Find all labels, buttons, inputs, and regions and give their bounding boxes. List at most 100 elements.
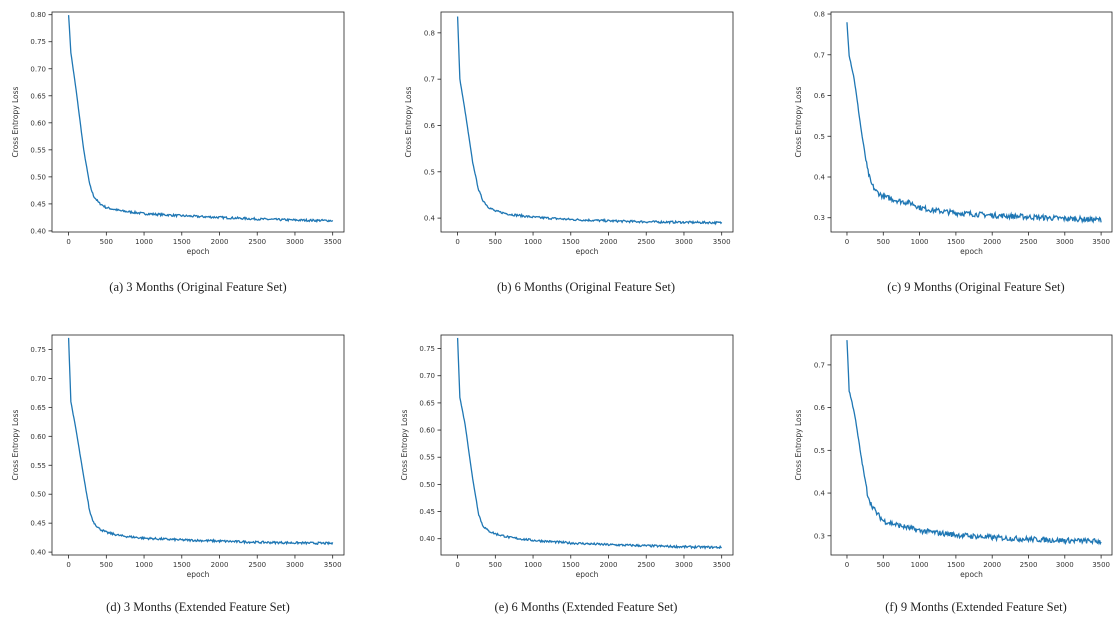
x-tick-label: 500 [489, 561, 502, 569]
x-tick-label: 1000 [911, 238, 929, 246]
x-tick-label: 3000 [675, 238, 693, 246]
x-axis-label: epoch [960, 570, 983, 579]
chart-panel-b: 0 500 1000 1500 2000 2500 3000 3500 0.4 0.5 0.6 0.7… [404, 11, 734, 294]
x-tick-label: 2000 [211, 238, 229, 246]
y-tick-label: 0.75 [30, 346, 46, 354]
y-tick-label: 0.3 [814, 214, 825, 222]
y-tick-label: 0.70 [30, 65, 46, 73]
subfigure-caption: (b) 6 Months (Original Feature Set) [497, 280, 675, 294]
y-tick-label: 0.8 [424, 29, 435, 37]
x-tick-label: 3000 [286, 238, 304, 246]
y-tick-label: 0.60 [419, 427, 435, 435]
y-tick-label: 0.65 [30, 404, 46, 412]
y-tick-label: 0.70 [30, 375, 46, 383]
x-tick-label: 2000 [600, 238, 618, 246]
subfigure-caption: (e) 6 Months (Extended Feature Set) [495, 600, 678, 614]
x-tick-label: 500 [100, 561, 113, 569]
x-tick-label: 2500 [1020, 561, 1038, 569]
x-axis-label: epoch [187, 570, 210, 579]
plot-frame [440, 334, 734, 556]
y-tick-label: 0.60 [30, 433, 46, 441]
plot-frame [51, 11, 345, 233]
x-tick-label: 1000 [911, 561, 929, 569]
y-tick-label: 0.55 [30, 146, 46, 154]
x-tick-label: 3000 [1056, 238, 1074, 246]
y-axis-label: Cross Entropy Loss [404, 86, 413, 157]
x-axis-label: epoch [187, 247, 210, 256]
x-tick-label: 3000 [286, 561, 304, 569]
y-tick-label: 0.3 [814, 532, 825, 540]
y-tick-label: 0.5 [814, 133, 825, 141]
subfigure-caption: (a) 3 Months (Original Feature Set) [109, 280, 286, 294]
y-tick-label: 0.40 [419, 535, 435, 543]
y-tick-label: 0.45 [30, 520, 46, 528]
x-tick-label: 2500 [248, 238, 266, 246]
x-tick-label: 1500 [173, 561, 191, 569]
y-tick-label: 0.6 [814, 404, 826, 412]
x-tick-label: 500 [100, 238, 113, 246]
x-tick-label: 2000 [983, 561, 1001, 569]
chart-panel-f: 0 500 1000 1500 2000 2500 3000 3500 0.3 0.4 0.5 0.6… [794, 334, 1113, 614]
y-tick-label: 0.65 [419, 399, 435, 407]
x-tick-label: 0 [455, 561, 459, 569]
x-tick-label: 0 [66, 561, 70, 569]
y-tick-label: 0.7 [814, 51, 825, 59]
plot-frame [440, 11, 734, 233]
y-tick-label: 0.45 [419, 508, 435, 516]
y-tick-label: 0.4 [814, 490, 826, 498]
plot-frame [51, 334, 345, 556]
y-tick-label: 0.65 [30, 92, 46, 100]
y-axis-label: Cross Entropy Loss [11, 86, 20, 157]
x-tick-label: 1500 [173, 238, 191, 246]
y-tick-label: 0.40 [30, 549, 46, 557]
x-tick-label: 500 [877, 561, 890, 569]
x-tick-label: 1000 [135, 238, 153, 246]
loss-series-line [456, 337, 722, 550]
x-tick-label: 2000 [600, 561, 618, 569]
loss-series-line [67, 15, 334, 223]
y-tick-label: 0.70 [419, 372, 435, 380]
y-tick-label: 0.75 [419, 345, 435, 353]
x-tick-label: 2500 [637, 238, 655, 246]
loss-series-line [456, 16, 723, 226]
loss-series-line [846, 340, 1102, 546]
subfigure-caption: (c) 9 Months (Original Feature Set) [887, 280, 1064, 294]
x-tick-label: 0 [66, 238, 70, 246]
plot-frame [830, 334, 1113, 556]
x-tick-label: 2500 [1020, 238, 1038, 246]
y-tick-label: 0.4 [814, 174, 826, 182]
chart-panel-a: 0 500 1000 1500 2000 2500 3000 3500 0.40 0.45 0.50… [11, 11, 345, 294]
y-tick-label: 0.7 [814, 361, 825, 369]
x-tick-label: 0 [845, 238, 849, 246]
x-tick-label: 3500 [713, 238, 731, 246]
y-tick-label: 0.4 [424, 215, 436, 223]
subfigure-caption: (d) 3 Months (Extended Feature Set) [106, 600, 290, 614]
y-axis-label: Cross Entropy Loss [11, 409, 20, 480]
x-tick-label: 3500 [1092, 561, 1110, 569]
y-tick-label: 0.8 [814, 11, 825, 19]
y-tick-label: 0.55 [30, 462, 46, 470]
y-tick-label: 0.60 [30, 119, 46, 127]
y-tick-label: 0.50 [419, 481, 435, 489]
x-tick-label: 1500 [562, 561, 580, 569]
x-tick-label: 1000 [524, 238, 542, 246]
y-tick-label: 0.6 [424, 122, 436, 130]
x-tick-label: 1000 [524, 561, 542, 569]
x-tick-label: 2500 [637, 561, 655, 569]
y-tick-label: 0.45 [30, 200, 46, 208]
y-tick-label: 0.5 [424, 168, 435, 176]
y-tick-label: 0.50 [30, 173, 46, 181]
x-tick-label: 0 [845, 561, 849, 569]
subfigure-caption: (f) 9 Months (Extended Feature Set) [885, 600, 1067, 614]
plot-frame [830, 11, 1113, 233]
loss-series-line [67, 337, 334, 546]
y-tick-label: 0.40 [30, 227, 46, 235]
x-tick-label: 3500 [1092, 238, 1110, 246]
loss-series-line [846, 22, 1102, 224]
x-axis-label: epoch [576, 570, 599, 579]
x-tick-label: 1000 [135, 561, 153, 569]
x-tick-label: 3000 [1056, 561, 1074, 569]
chart-panel-e: 0 500 1000 1500 2000 2500 3000 3500 0.40 0.45 0.50… [400, 334, 734, 614]
y-tick-label: 0.7 [424, 76, 435, 84]
